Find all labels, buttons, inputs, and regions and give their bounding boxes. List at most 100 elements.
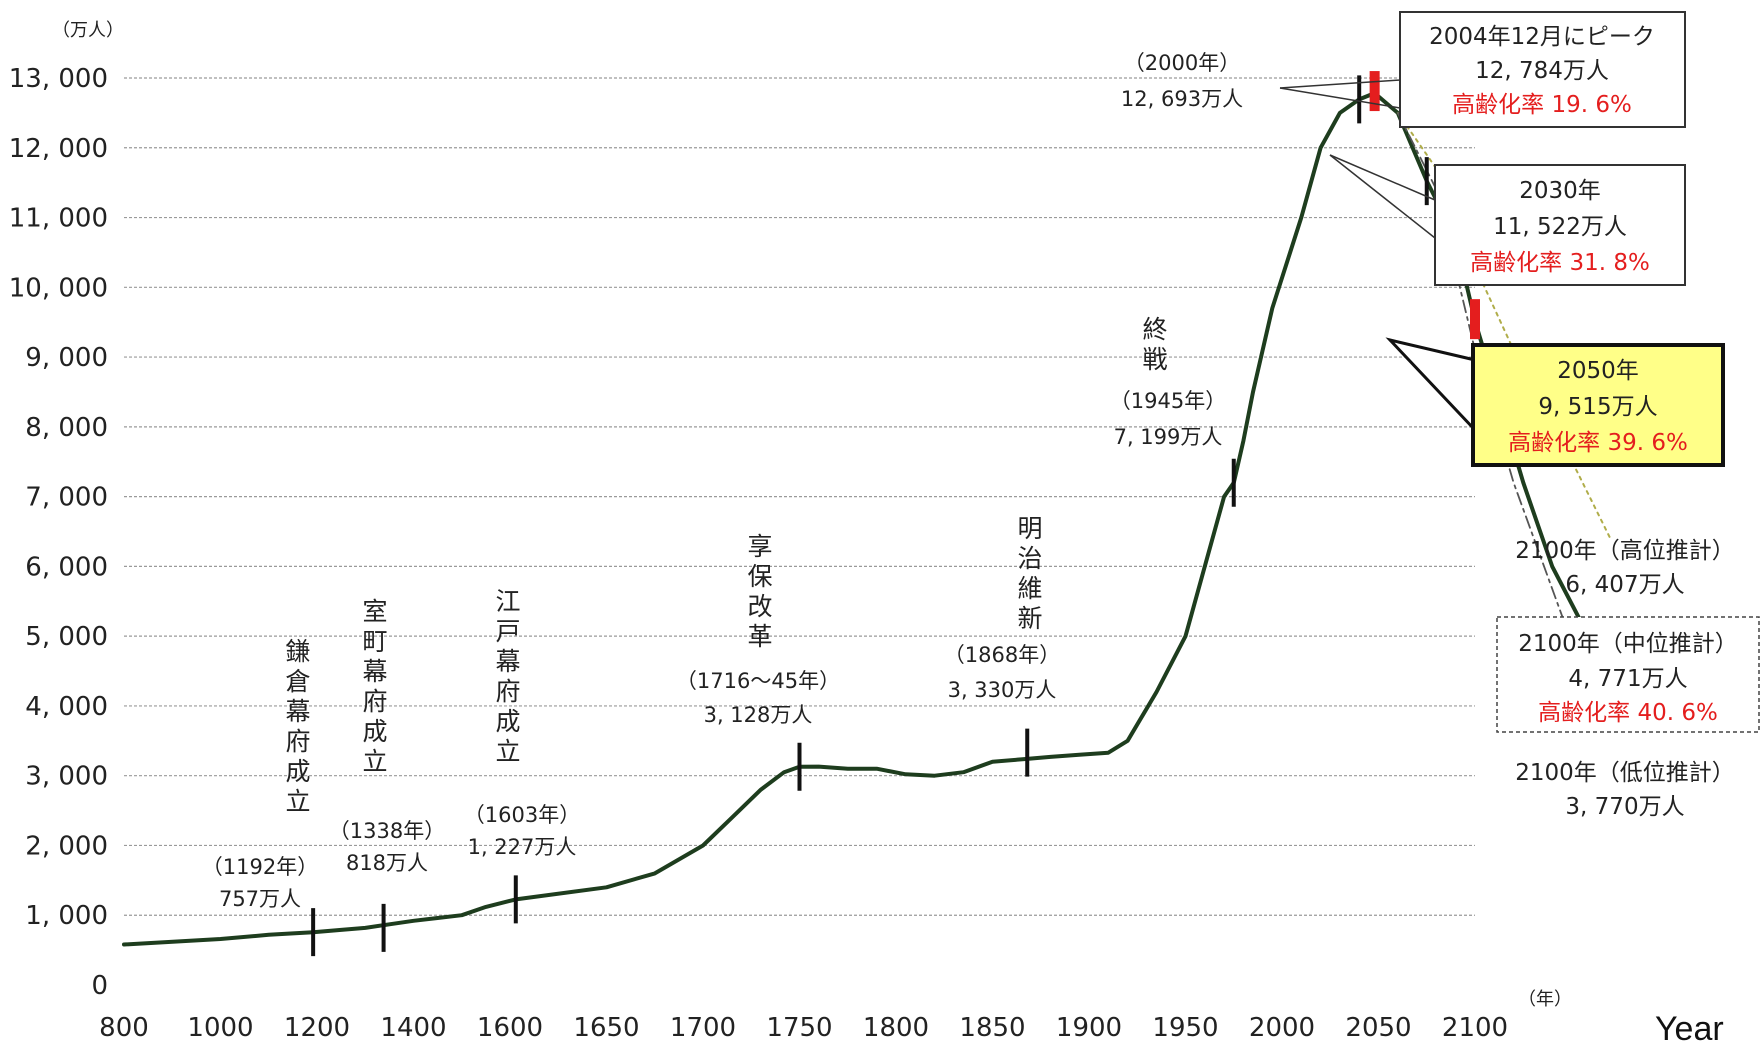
label-edo-char: 成 — [495, 707, 520, 736]
label-muromachi-char: 幕 — [362, 657, 387, 686]
callout-2100-low: 2100年（低位推計） 3, 770万人 — [1515, 760, 1735, 820]
label-edo-value: 1, 227万人 — [468, 835, 577, 859]
event-markers — [311, 71, 1480, 957]
label-meiji-char: 治 — [1017, 544, 1042, 573]
label-kamakura-char: 鎌 — [285, 637, 310, 666]
x-tick-1900: 1900 — [1056, 1013, 1122, 1043]
label-shusen-year: （1945年） — [1110, 389, 1226, 413]
y-tick-11000: 11, 000 — [9, 204, 108, 234]
label-meiji-char: 新 — [1017, 604, 1042, 633]
label-kyoho-char: 保 — [747, 562, 772, 591]
label-kyoho-year: （1716～45年） — [676, 669, 840, 693]
y-tick-4000: 4, 000 — [25, 692, 108, 722]
label-y2000-year: （2000年） — [1124, 51, 1240, 75]
callout-2030-box — [1434, 164, 1686, 286]
y-tick-7000: 7, 000 — [25, 483, 108, 513]
callout-2100-high: 2100年（高位推計） 6, 407万人 — [1515, 538, 1735, 598]
grid-lines — [124, 77, 1475, 916]
label-kamakura-year: （1192年） — [202, 855, 318, 879]
x-tick-1200: 1200 — [284, 1013, 350, 1043]
label-kamakura-char: 倉 — [285, 667, 310, 696]
y-tick-13000: 13, 000 — [9, 64, 108, 94]
label-edo-char: 戸 — [495, 617, 520, 646]
x-tick-2100: 2100 — [1442, 1013, 1508, 1043]
callout-2050-value: 9, 515万人 — [1538, 394, 1657, 420]
x-axis-unit: （年） — [1518, 989, 1572, 1010]
label-kyoho-char: 改 — [747, 592, 772, 621]
label-shusen-value: 7, 199万人 — [1114, 425, 1223, 449]
series-group — [122, 91, 1613, 947]
callout-peak-box — [1399, 11, 1686, 128]
x-tick-1000: 1000 — [187, 1013, 253, 1043]
callout-peak: 2004年12月にピーク 12, 784万人 高齢化率 19. 6% — [1279, 11, 1686, 128]
callout-low-value: 3, 770万人 — [1565, 794, 1684, 820]
y-tick-8000: 8, 000 — [25, 413, 108, 443]
label-shusen-char: 戦 — [1142, 345, 1167, 374]
callout-2100-mid: 2100年（中位推計） 4, 771万人 高齢化率 40. 6% — [1496, 616, 1760, 733]
label-shusen-char: 終 — [1142, 315, 1167, 344]
callout-2050-aging: 高齢化率 39. 6% — [1508, 430, 1688, 456]
y-tick-0: 0 — [91, 971, 108, 1001]
callout-2050-box — [1471, 343, 1725, 467]
y-tick-5000: 5, 000 — [25, 622, 108, 652]
label-kamakura-char: 府 — [285, 727, 310, 756]
label-kamakura-char: 幕 — [285, 697, 310, 726]
x-axis-label: Year — [1655, 1010, 1724, 1044]
label-y2000-value: 12, 693万人 — [1121, 87, 1243, 111]
label-muromachi-char: 立 — [362, 747, 387, 776]
callout-low-title: 2100年（低位推計） — [1515, 760, 1735, 786]
marker-red-2100 — [1470, 299, 1480, 340]
x-tick-1750: 1750 — [766, 1013, 832, 1043]
label-edo-year: （1603年） — [464, 803, 580, 827]
label-muromachi-value: 818万人 — [346, 851, 428, 875]
label-kamakura-value: 757万人 — [219, 887, 301, 911]
label-muromachi-char: 室 — [362, 597, 387, 626]
x-tick-1800: 1800 — [863, 1013, 929, 1043]
y-tick-2000: 2, 000 — [25, 831, 108, 861]
callout-2050-pointer — [1385, 337, 1477, 434]
label-edo-char: 幕 — [495, 647, 520, 676]
label-kyoho-char: 革 — [747, 622, 772, 651]
callout-peak-leader-bottom — [1279, 87, 1401, 109]
period-labels: 鎌倉幕府成立（1192年）757万人室町幕府成立（1338年）818万人江戸幕府… — [202, 51, 1243, 911]
callout-peak-leader-top — [1279, 79, 1401, 89]
x-tick-2000: 2000 — [1249, 1013, 1315, 1043]
label-muromachi-char: 成 — [362, 717, 387, 746]
label-edo-char: 立 — [495, 737, 520, 766]
y-tick-6000: 6, 000 — [25, 552, 108, 582]
label-meiji-value: 3, 330万人 — [948, 678, 1057, 702]
x-tick-1650: 1650 — [573, 1013, 639, 1043]
callout-2030-value: 11, 522万人 — [1493, 214, 1627, 240]
label-kyoho-value: 3, 128万人 — [704, 703, 813, 727]
label-muromachi-year: （1338年） — [329, 819, 445, 843]
label-kamakura-char: 成 — [285, 757, 310, 786]
x-axis-ticks: 800 1000 1200 1400 1600 1650 1700 1750 1800 1850 1… — [99, 1013, 1508, 1043]
callout-peak-aging: 高齢化率 19. 6% — [1452, 92, 1632, 118]
y-tick-3000: 3, 000 — [25, 762, 108, 792]
x-tick-800: 800 — [99, 1013, 149, 1043]
x-tick-1850: 1850 — [959, 1013, 1025, 1043]
series-line-solid — [122, 91, 1613, 947]
callout-mid-title: 2100年（中位推計） — [1518, 631, 1738, 657]
callout-mid-box — [1496, 616, 1760, 733]
callout-peak-value: 12, 784万人 — [1475, 58, 1609, 84]
label-kamakura-char: 立 — [285, 787, 310, 816]
x-tick-1600: 1600 — [477, 1013, 543, 1043]
label-kyoho-char: 享 — [747, 532, 772, 561]
label-edo-char: 府 — [495, 677, 520, 706]
label-meiji-year: （1868年） — [944, 643, 1060, 667]
x-tick-2050: 2050 — [1345, 1013, 1411, 1043]
y-axis-unit: （万人） — [52, 20, 124, 41]
y-tick-1000: 1, 000 — [25, 901, 108, 931]
callout-high-title: 2100年（高位推計） — [1515, 538, 1735, 564]
label-muromachi-char: 町 — [362, 627, 387, 656]
callout-mid-value: 4, 771万人 — [1568, 666, 1687, 692]
callout-mid-aging: 高齢化率 40. 6% — [1538, 700, 1718, 726]
callout-2030-title: 2030年 — [1519, 178, 1601, 204]
callout-2030: 2030年 11, 522万人 高齢化率 31. 8% — [1329, 154, 1686, 286]
y-axis-ticks: 0 1, 000 2, 000 3, 000 4, 000 5, 000 6, 000 7, … — [9, 64, 108, 1001]
callout-2050: 2050年 9, 515万人 高齢化率 39. 6% — [1385, 337, 1725, 467]
y-tick-9000: 9, 000 — [25, 343, 108, 373]
label-edo-char: 江 — [495, 587, 520, 616]
